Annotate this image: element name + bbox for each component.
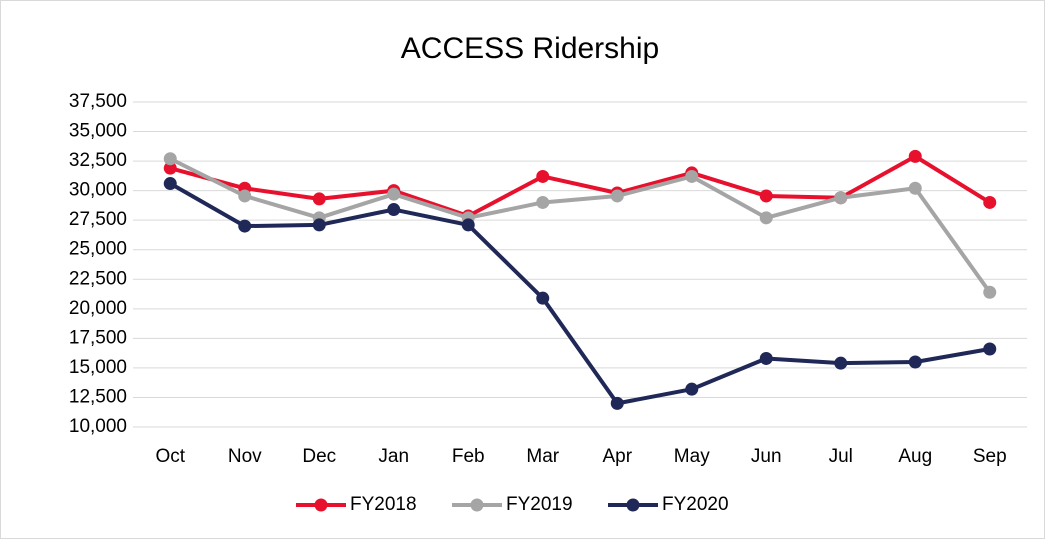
y-tick-label: 10,000 bbox=[69, 416, 127, 437]
x-tick-label: Dec bbox=[302, 446, 336, 467]
x-tick-label: Oct bbox=[155, 446, 185, 467]
chart-title: ACCESS Ridership bbox=[401, 32, 659, 65]
data-point bbox=[759, 189, 773, 203]
x-tick-label: Jan bbox=[378, 446, 409, 467]
x-tick-label: Sep bbox=[973, 446, 1007, 467]
legend-label: FY2020 bbox=[662, 494, 729, 515]
data-point bbox=[983, 285, 997, 299]
data-point bbox=[610, 396, 624, 410]
data-point bbox=[834, 191, 848, 205]
y-tick-label: 25,000 bbox=[69, 239, 127, 260]
data-point bbox=[387, 187, 401, 201]
legend-marker bbox=[314, 498, 328, 512]
legend-label: FY2019 bbox=[506, 494, 573, 515]
data-point bbox=[983, 195, 997, 209]
data-point bbox=[983, 342, 997, 356]
y-tick-label: 15,000 bbox=[69, 357, 127, 378]
data-point bbox=[387, 203, 401, 217]
legend-marker bbox=[470, 498, 484, 512]
data-point bbox=[908, 181, 922, 195]
x-tick-label: Apr bbox=[602, 446, 632, 467]
data-point bbox=[759, 351, 773, 365]
series-line bbox=[169, 156, 992, 294]
data-point bbox=[163, 161, 177, 175]
data-point bbox=[834, 356, 848, 370]
data-point bbox=[908, 149, 922, 163]
y-tick-label: 22,500 bbox=[69, 268, 127, 289]
data-point bbox=[759, 211, 773, 225]
x-tick-label: Jul bbox=[829, 446, 853, 467]
y-tick-label: 27,500 bbox=[69, 209, 127, 230]
x-tick-label: Nov bbox=[228, 446, 262, 467]
x-tick-label: May bbox=[674, 446, 710, 467]
data-point bbox=[536, 291, 550, 305]
y-tick-label: 37,500 bbox=[69, 91, 127, 112]
data-point bbox=[461, 218, 475, 232]
data-point bbox=[163, 152, 177, 166]
data-point bbox=[908, 355, 922, 369]
y-tick-label: 20,000 bbox=[69, 298, 127, 319]
data-point bbox=[312, 218, 326, 232]
legend-marker bbox=[626, 498, 640, 512]
x-tick-label: Aug bbox=[898, 446, 932, 467]
data-point bbox=[163, 177, 177, 191]
x-tick-label: Mar bbox=[526, 446, 559, 467]
data-point bbox=[536, 195, 550, 209]
y-tick-label: 35,000 bbox=[69, 121, 127, 142]
y-tick-label: 12,500 bbox=[69, 386, 127, 407]
data-point bbox=[610, 189, 624, 203]
data-point bbox=[238, 219, 252, 233]
x-tick-label: Feb bbox=[452, 446, 485, 467]
y-tick-label: 17,500 bbox=[69, 327, 127, 348]
series-line bbox=[169, 181, 991, 406]
data-point bbox=[238, 189, 252, 203]
data-point bbox=[536, 169, 550, 183]
legend-label: FY2018 bbox=[350, 494, 417, 515]
data-point bbox=[685, 169, 699, 183]
data-point bbox=[312, 192, 326, 206]
y-tick-label: 32,500 bbox=[69, 150, 127, 171]
data-point bbox=[685, 382, 699, 396]
x-tick-label: Jun bbox=[751, 446, 782, 467]
y-tick-label: 30,000 bbox=[69, 180, 127, 201]
series-line bbox=[169, 154, 991, 219]
